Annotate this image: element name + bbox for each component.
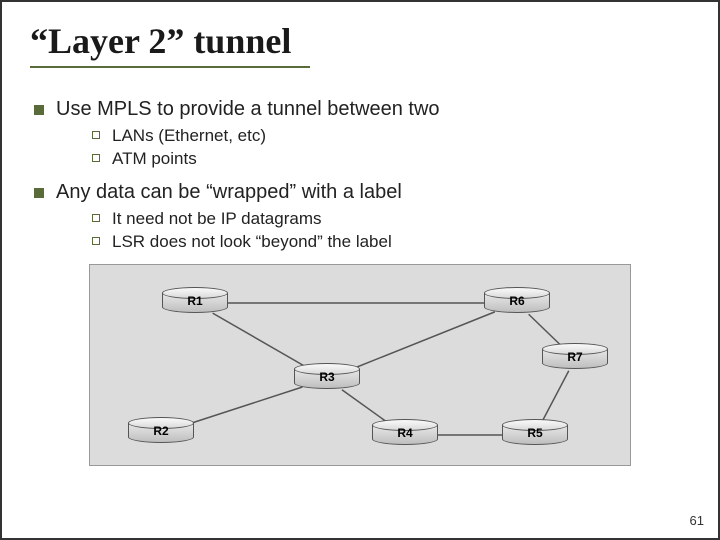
page-number: 61 bbox=[690, 513, 704, 528]
bullet-list: Use MPLS to provide a tunnel between two… bbox=[30, 98, 690, 254]
diagram-edge bbox=[186, 387, 303, 425]
network-diagram: R1R6R7R3R2R4R5 bbox=[89, 264, 631, 466]
sub-item: It need not be IP datagrams bbox=[90, 208, 690, 231]
diagram-edge bbox=[349, 312, 495, 370]
slide: “Layer 2” tunnel Use MPLS to provide a t… bbox=[0, 0, 720, 540]
sub-item: LANs (Ethernet, etc) bbox=[90, 125, 690, 148]
diagram-edge bbox=[529, 314, 564, 348]
diagram-links bbox=[90, 265, 630, 465]
bullet-text: Any data can be “wrapped” with a label bbox=[56, 181, 402, 203]
sub-list: LANs (Ethernet, etc) ATM points bbox=[90, 125, 690, 171]
page-title: “Layer 2” tunnel bbox=[30, 20, 690, 62]
diagram-edge bbox=[541, 371, 569, 423]
diagram-edge bbox=[213, 313, 310, 369]
bullet-item: Any data can be “wrapped” with a label I… bbox=[30, 181, 690, 254]
diagram-edge bbox=[342, 389, 390, 424]
sub-item: ATM points bbox=[90, 148, 690, 171]
title-underline bbox=[30, 66, 310, 68]
sub-item: LSR does not look “beyond” the label bbox=[90, 231, 690, 254]
bullet-text: Use MPLS to provide a tunnel between two bbox=[56, 98, 440, 120]
sub-list: It need not be IP datagrams LSR does not… bbox=[90, 208, 690, 254]
bullet-item: Use MPLS to provide a tunnel between two… bbox=[30, 98, 690, 171]
